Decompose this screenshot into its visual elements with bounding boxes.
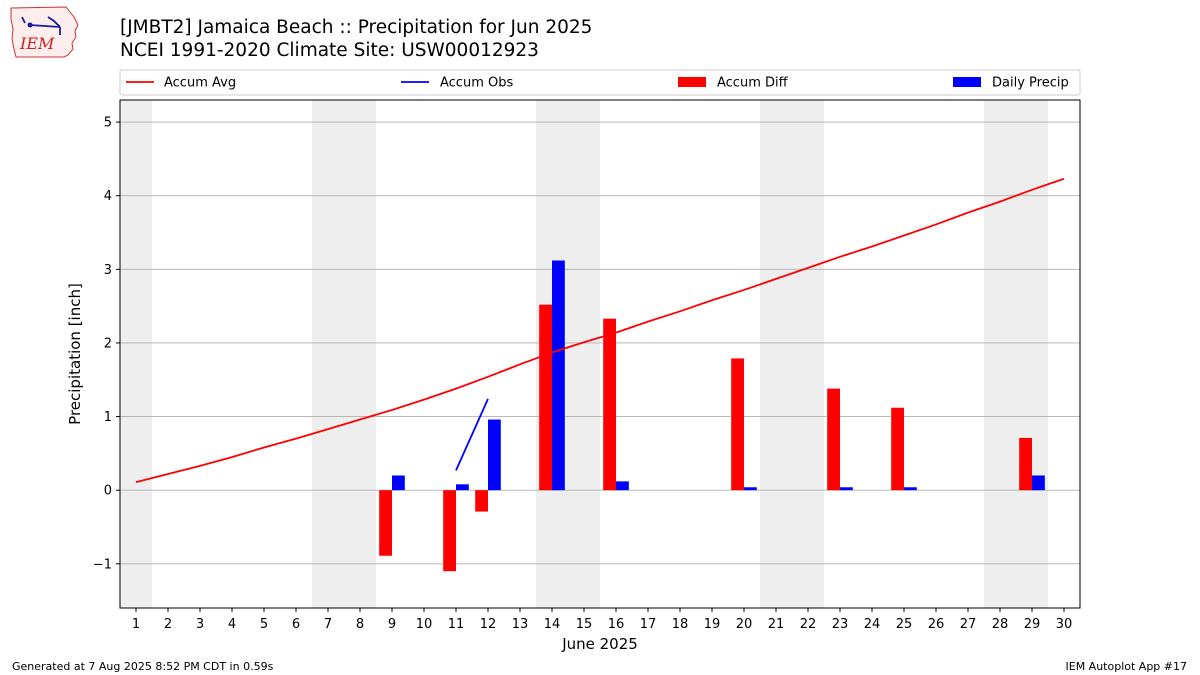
x-tick-label: 16	[608, 617, 625, 632]
x-tick-label: 11	[448, 617, 465, 632]
x-tick-label: 20	[736, 617, 753, 632]
x-tick-label: 7	[324, 617, 332, 632]
daily-precip-bar	[616, 481, 629, 491]
daily-precip-bar	[488, 419, 501, 491]
x-tick-label: 13	[512, 617, 529, 632]
x-tick-label: 30	[1056, 617, 1073, 632]
app-footer: IEM Autoplot App #17	[1065, 660, 1188, 673]
x-tick-label: 12	[480, 617, 497, 632]
bars-layer	[379, 260, 1045, 572]
daily-precip-bar	[904, 487, 917, 491]
x-tick-label: 21	[768, 617, 785, 632]
x-tick-label: 28	[992, 617, 1009, 632]
accum-avg-line	[135, 177, 1065, 483]
iem-logo: IEM	[10, 6, 79, 58]
accum-obs-line	[455, 398, 489, 471]
plot-frame	[119, 99, 1081, 609]
legend-label-daily: Daily Precip	[992, 76, 1069, 91]
x-tick-label: 8	[356, 617, 364, 632]
legend-box	[119, 69, 1081, 96]
station-dot-icon	[27, 22, 33, 28]
weekend-band	[792, 100, 824, 608]
y-tick-label: 5	[104, 116, 112, 131]
x-tick-label: 18	[672, 617, 689, 632]
daily-precip-bar	[392, 475, 405, 491]
x-tick-label: 19	[704, 617, 721, 632]
x-tick-label: 4	[228, 617, 236, 632]
weekend-band	[120, 100, 152, 608]
accum-diff-bar	[443, 490, 456, 572]
x-tick-label: 27	[960, 617, 977, 632]
generated-footer: Generated at 7 Aug 2025 8:52 PM CDT in 0…	[12, 660, 274, 673]
legend-label-avg: Accum Avg	[164, 76, 236, 91]
x-tick-label: 14	[544, 617, 561, 632]
y-tick-label: −1	[93, 557, 112, 572]
accum-diff-bar	[379, 490, 392, 556]
x-tick-label: 15	[576, 617, 593, 632]
x-tick-label: 10	[416, 617, 433, 632]
x-tick-label: 2	[164, 617, 172, 632]
y-axis-label: Precipitation [inch]	[66, 283, 84, 425]
logo-text: IEM	[19, 34, 55, 53]
x-tick-label: 25	[896, 617, 913, 632]
weekend-band	[344, 100, 376, 608]
x-tick-label: 23	[832, 617, 849, 632]
y-tick-label: 4	[104, 189, 112, 204]
accum-diff-bar	[603, 318, 616, 491]
x-axis-ticks: 1 2 3 4 5 6 7 8 9 10 11 12 13 14 15 16 17 18 19 20 21 22 23 24 2…	[132, 608, 1072, 632]
legend-label-diff: Accum Diff	[717, 76, 789, 91]
weekend-band	[1016, 100, 1048, 608]
legend-swatch-daily	[953, 77, 981, 87]
x-axis-label: June 2025	[561, 635, 638, 653]
y-tick-label: 1	[104, 410, 112, 425]
y-tick-label: 0	[104, 484, 112, 499]
daily-precip-bar	[840, 487, 853, 491]
weekend-band	[312, 100, 344, 608]
grid-layer	[120, 121, 1080, 565]
weekend-band	[984, 100, 1016, 608]
daily-precip-bar	[456, 484, 469, 491]
accum-diff-bar	[827, 388, 840, 491]
weekend-band	[568, 100, 600, 608]
iowa-outline-icon	[10, 6, 79, 58]
x-tick-label: 17	[640, 617, 657, 632]
accum-diff-bar	[539, 304, 552, 491]
x-tick-label: 24	[864, 617, 881, 632]
x-tick-label: 26	[928, 617, 945, 632]
x-tick-label: 3	[196, 617, 204, 632]
legend-label-obs: Accum Obs	[440, 76, 513, 91]
weekend-band	[760, 100, 792, 608]
weekend-shading-layer	[120, 100, 1048, 608]
daily-precip-bar	[744, 487, 757, 491]
accum-diff-bar	[891, 407, 904, 491]
x-tick-label: 5	[260, 617, 268, 632]
accum-diff-bar	[731, 358, 744, 491]
x-tick-label: 6	[292, 617, 300, 632]
legend: Accum Avg Accum Obs Accum Diff Daily Precip	[119, 69, 1081, 96]
legend-swatch-diff	[678, 77, 706, 87]
y-axis-ticks: −1 0 1 2 3 4 5	[93, 116, 120, 572]
x-tick-label: 22	[800, 617, 817, 632]
accum-diff-bar	[1019, 437, 1032, 491]
y-tick-label: 3	[104, 263, 112, 278]
lines-layer	[135, 177, 1065, 483]
x-tick-label: 1	[132, 617, 140, 632]
daily-precip-bar	[1032, 475, 1045, 491]
x-tick-label: 29	[1024, 617, 1041, 632]
chart-subtitle: NCEI 1991-2020 Climate Site: USW00012923	[120, 40, 539, 61]
y-tick-label: 2	[104, 336, 112, 351]
daily-precip-bar	[552, 260, 565, 491]
accum-diff-bar	[475, 490, 488, 512]
x-tick-label: 9	[388, 617, 396, 632]
chart-title: [JMBT2] Jamaica Beach :: Precipitation f…	[120, 17, 593, 38]
